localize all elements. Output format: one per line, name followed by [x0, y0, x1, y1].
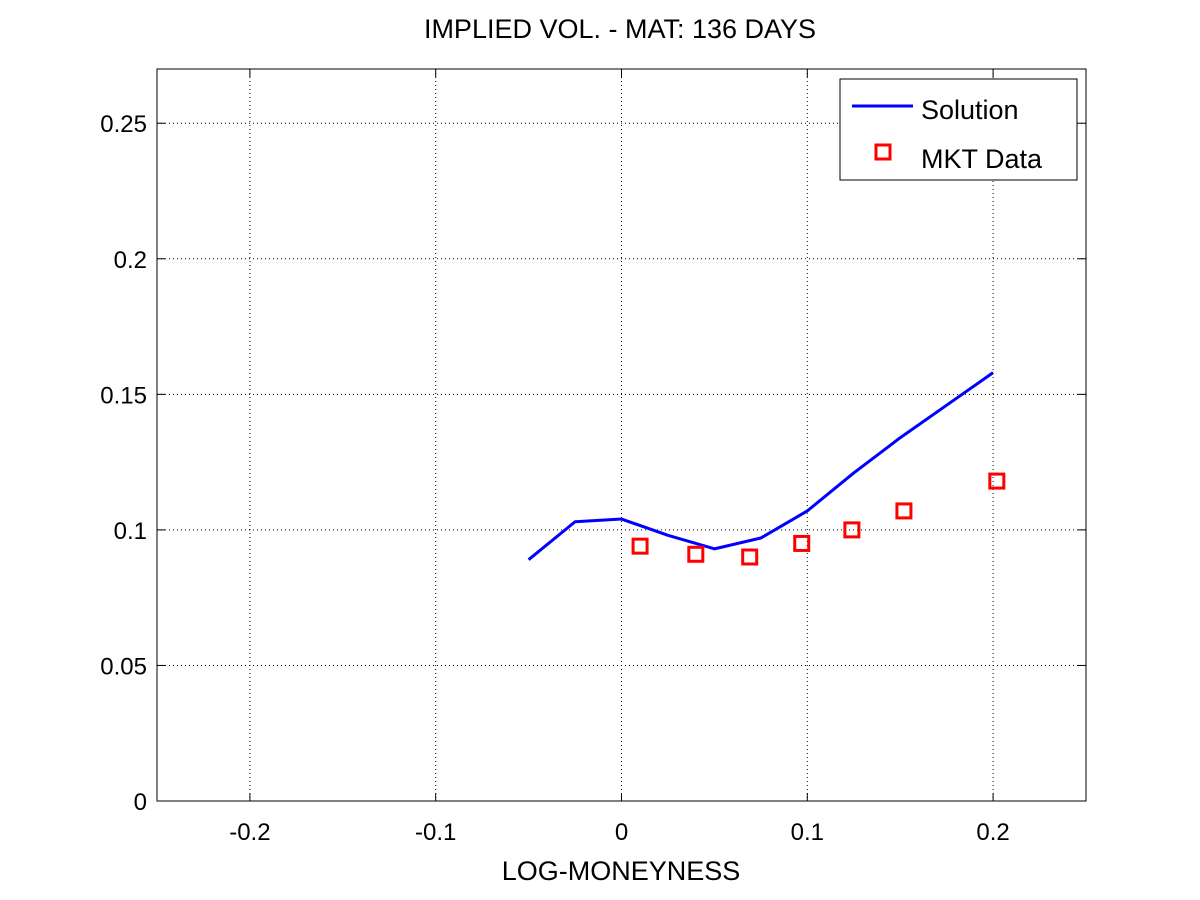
mkt-data-point — [793, 534, 811, 552]
legend-box — [839, 78, 1078, 181]
chart-title: IMPLIED VOL. - MAT: 136 DAYS — [424, 14, 816, 44]
mkt-data-point — [631, 537, 649, 555]
legend-mkt-data-swatch — [874, 143, 892, 161]
mkt-data-point — [895, 502, 913, 520]
y-tick-label: 0.05 — [100, 653, 147, 680]
series-solution-line — [527, 371, 994, 561]
x-tick-label: 0 — [615, 819, 628, 846]
series-layer — [527, 371, 1006, 566]
x-tick-label: -0.1 — [415, 819, 456, 846]
y-tick-label: 0.1 — [114, 518, 147, 545]
mkt-data-point — [741, 548, 759, 566]
y-tick-label: 0.25 — [100, 111, 147, 138]
legend-mkt-data-label: MKT Data — [921, 144, 1043, 174]
legend: Solution MKT Data — [839, 78, 1078, 181]
axis-ticks: -0.2 -0.1 0 0.1 0.2 0 0.05 0.1 0.15 0.2 0.25 — [100, 69, 1086, 846]
x-tick-label: 0.2 — [976, 819, 1009, 846]
y-tick-label: 0.15 — [100, 382, 147, 409]
legend-solution-label: Solution — [921, 95, 1019, 125]
x-axis-label: LOG-MONEYNESS — [502, 856, 741, 886]
mkt-data-point — [988, 472, 1006, 490]
y-tick-label: 0 — [134, 789, 147, 816]
y-tick-label: 0.2 — [114, 247, 147, 274]
mkt-data-point — [687, 545, 705, 563]
x-tick-label: 0.1 — [791, 819, 824, 846]
x-tick-label: -0.2 — [229, 819, 270, 846]
mkt-data-point — [843, 521, 861, 539]
